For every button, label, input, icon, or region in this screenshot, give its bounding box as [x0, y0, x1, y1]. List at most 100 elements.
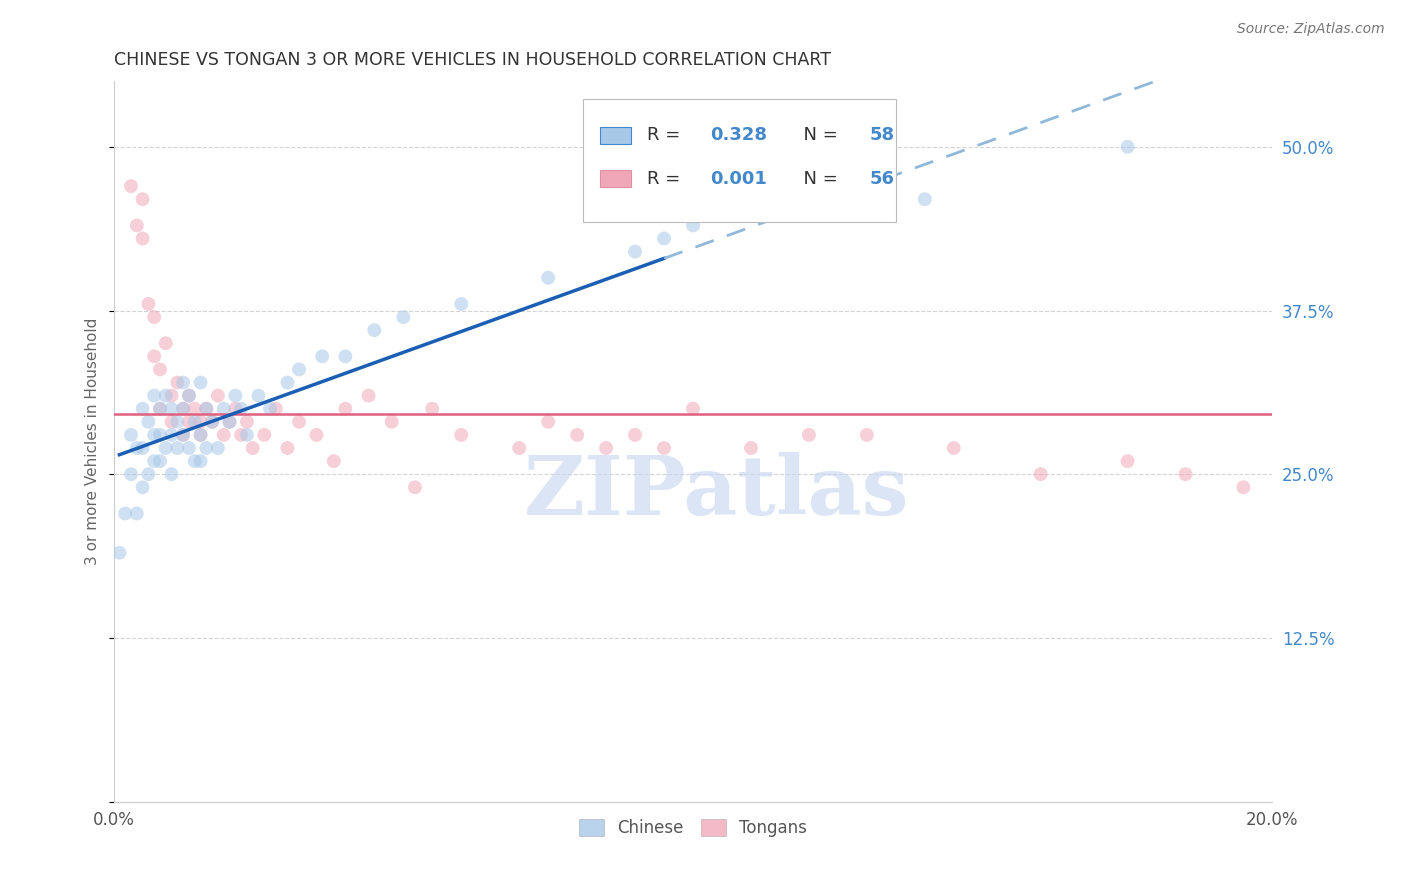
Point [229, 428, 252, 442]
Point [177, 389, 200, 403]
Point [914, 192, 936, 206]
Point [288, 362, 311, 376]
Point [184, 415, 207, 429]
Point [242, 441, 264, 455]
Point [856, 428, 879, 442]
Point [149, 401, 172, 416]
Text: 56: 56 [869, 169, 894, 187]
Point [155, 389, 177, 403]
Point [224, 401, 246, 416]
Point [120, 467, 142, 482]
Point [138, 467, 160, 482]
Point [184, 401, 207, 416]
Point [212, 401, 235, 416]
Point [942, 441, 965, 455]
Point [125, 219, 148, 233]
Point [682, 401, 704, 416]
Point [114, 507, 136, 521]
Point [195, 401, 218, 416]
Point [236, 428, 259, 442]
Point [166, 415, 188, 429]
Point [212, 428, 235, 442]
Point [1116, 140, 1139, 154]
Point [381, 415, 404, 429]
Point [125, 441, 148, 455]
Point [131, 192, 153, 206]
Point [166, 441, 188, 455]
Text: 0.001: 0.001 [710, 169, 768, 187]
Point [160, 389, 183, 403]
Point [120, 179, 142, 194]
Text: 58: 58 [869, 127, 894, 145]
Point [172, 401, 194, 416]
Point [149, 362, 172, 376]
Point [172, 401, 194, 416]
Point [218, 415, 240, 429]
Point [420, 401, 443, 416]
Text: ZIPatlas: ZIPatlas [523, 452, 908, 532]
Point [149, 454, 172, 468]
Point [177, 389, 200, 403]
Point [264, 401, 287, 416]
Legend: Chinese, Tongans: Chinese, Tongans [572, 812, 814, 844]
Point [322, 454, 344, 468]
Point [508, 441, 530, 455]
Point [138, 415, 160, 429]
Point [143, 389, 166, 403]
Point [288, 415, 311, 429]
Point [247, 389, 270, 403]
Point [1116, 454, 1139, 468]
Point [305, 428, 328, 442]
Point [276, 376, 298, 390]
Point [120, 428, 142, 442]
Point [357, 389, 380, 403]
Point [131, 480, 153, 494]
Text: N =: N = [792, 169, 844, 187]
FancyBboxPatch shape [583, 99, 896, 222]
Point [276, 441, 298, 455]
Point [172, 428, 194, 442]
Point [652, 441, 675, 455]
Point [201, 415, 224, 429]
Point [392, 310, 415, 324]
Point [259, 401, 281, 416]
Point [143, 349, 166, 363]
Point [190, 428, 212, 442]
Point [450, 428, 472, 442]
Point [143, 310, 166, 324]
Point [682, 219, 704, 233]
Point [160, 415, 183, 429]
Point [131, 231, 153, 245]
Point [224, 389, 246, 403]
Point [565, 428, 588, 442]
Point [138, 297, 160, 311]
Point [1029, 467, 1052, 482]
Point [190, 415, 212, 429]
Text: R =: R = [647, 127, 686, 145]
Point [172, 376, 194, 390]
Point [537, 270, 560, 285]
Point [143, 454, 166, 468]
Point [166, 376, 188, 390]
Point [108, 546, 131, 560]
FancyBboxPatch shape [600, 170, 631, 187]
Point [1232, 480, 1254, 494]
Point [450, 297, 472, 311]
FancyBboxPatch shape [600, 127, 631, 144]
Point [143, 428, 166, 442]
Point [624, 428, 647, 442]
Point [195, 441, 218, 455]
Point [537, 415, 560, 429]
Point [404, 480, 426, 494]
Point [177, 415, 200, 429]
Point [335, 401, 357, 416]
Point [177, 441, 200, 455]
Point [624, 244, 647, 259]
Point [160, 467, 183, 482]
Point [160, 401, 183, 416]
Point [155, 441, 177, 455]
Point [595, 441, 617, 455]
Point [229, 401, 252, 416]
Text: CHINESE VS TONGAN 3 OR MORE VEHICLES IN HOUSEHOLD CORRELATION CHART: CHINESE VS TONGAN 3 OR MORE VEHICLES IN … [114, 51, 831, 69]
Point [207, 441, 229, 455]
